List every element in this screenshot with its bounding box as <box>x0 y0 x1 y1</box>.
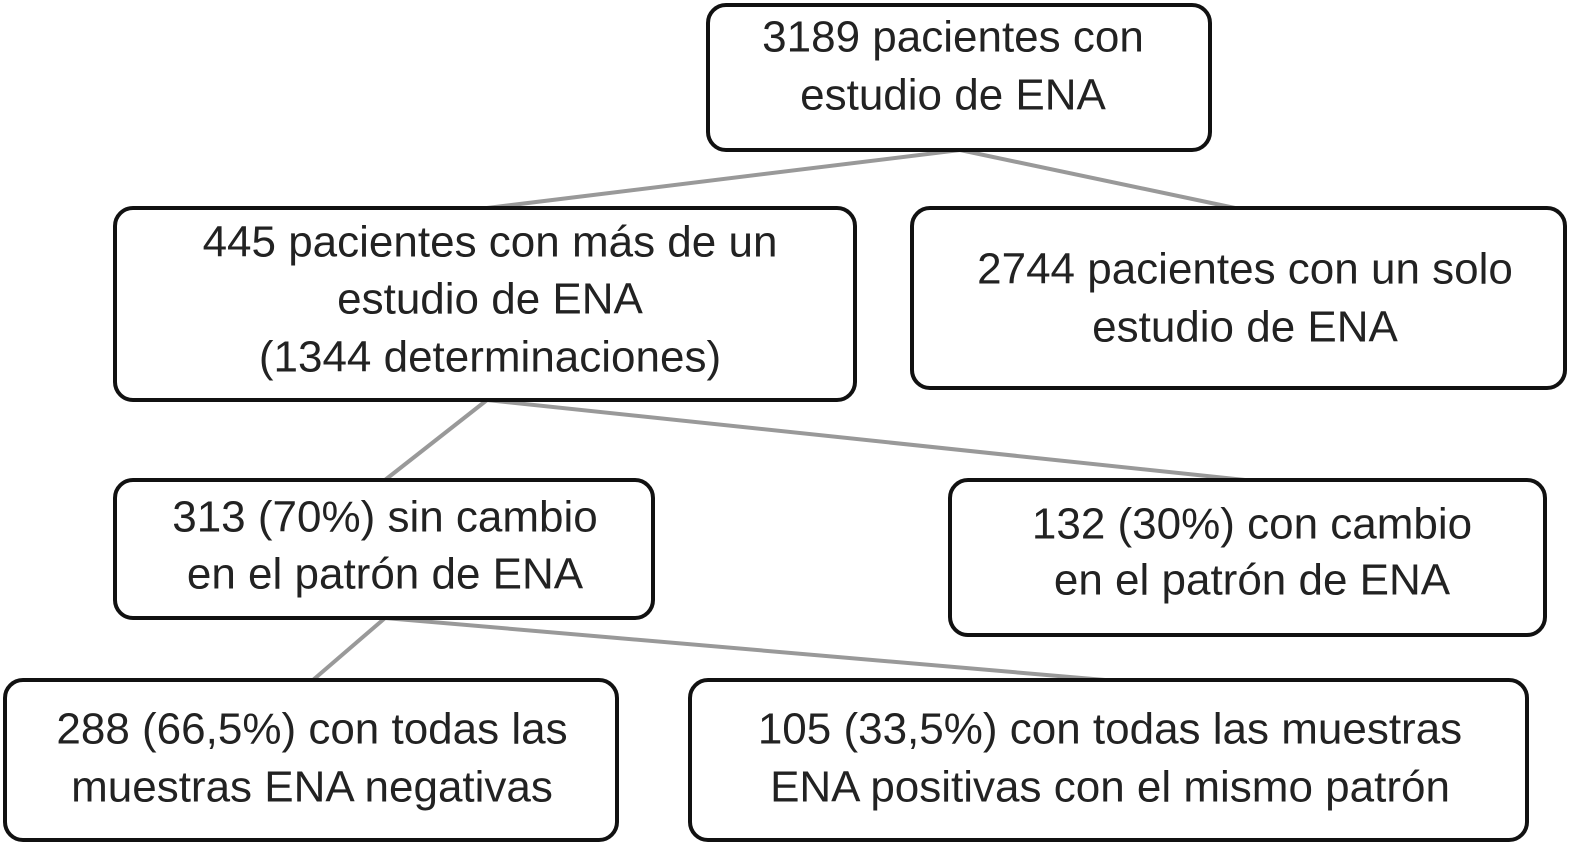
node-box <box>3 678 619 842</box>
node-label: 445 pacientes con más de un <box>203 218 778 267</box>
connector <box>959 148 1236 210</box>
node-box <box>113 206 857 402</box>
node-label: (1344 determinaciones) <box>259 333 721 382</box>
node-box <box>948 478 1547 637</box>
node-box <box>113 478 655 620</box>
connector <box>383 398 489 482</box>
node-box <box>910 206 1567 390</box>
node-label: en el patrón de ENA <box>187 550 584 599</box>
node-label: estudio de ENA <box>800 71 1106 120</box>
node-label: 288 (66,5%) con todas las <box>56 705 567 754</box>
node-label: 2744 pacientes con un solo <box>977 245 1513 294</box>
connector <box>311 616 387 682</box>
node-label: 132 (30%) con cambio <box>1032 500 1472 549</box>
connector <box>486 148 961 210</box>
node-label: en el patrón de ENA <box>1054 556 1451 605</box>
node-label: 105 (33,5%) con todas las muestras <box>758 705 1462 754</box>
node-label: muestras ENA negativas <box>71 763 553 812</box>
node-label: 313 (70%) sin cambio <box>172 493 598 542</box>
node-label: estudio de ENA <box>1092 303 1398 352</box>
connector <box>486 398 1246 482</box>
connector <box>384 616 1106 682</box>
nodes: 3189 pacientes con estudio de ENA 445 paci… <box>3 3 1567 842</box>
node-label: 3189 pacientes con <box>762 13 1144 62</box>
node-box <box>688 678 1529 842</box>
node-label: ENA positivas con el mismo patrón <box>770 763 1450 812</box>
node-label: estudio de ENA <box>337 275 643 324</box>
node-box <box>706 3 1212 152</box>
